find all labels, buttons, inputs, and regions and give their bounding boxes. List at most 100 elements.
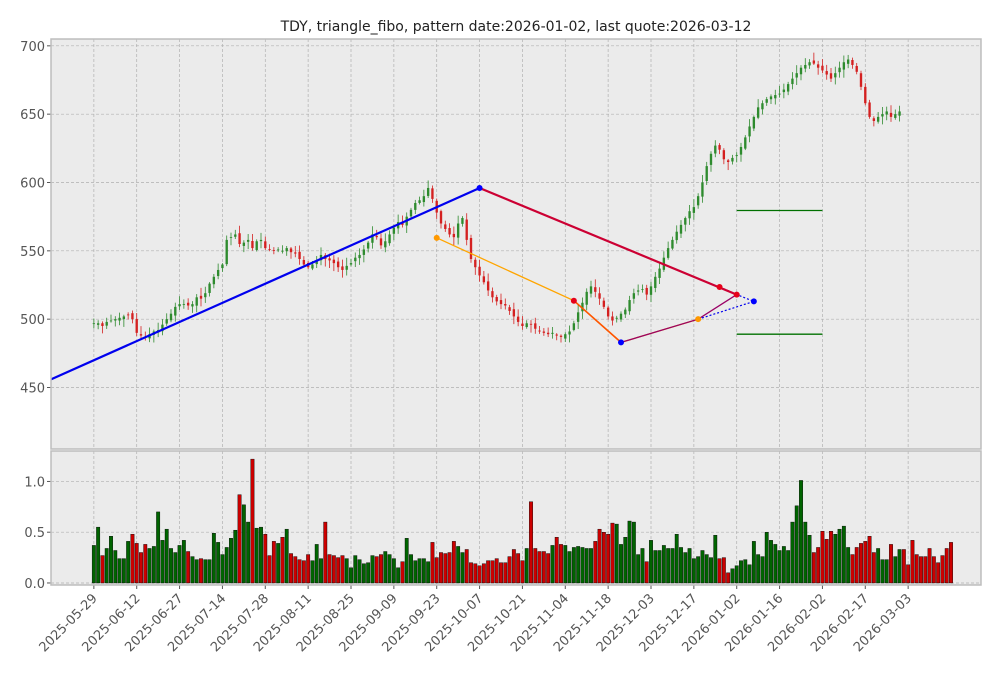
candle-body [379,238,383,246]
volume-bar [936,562,941,584]
price-tick-label: 550 [20,245,45,260]
volume-bar [370,555,375,584]
volume-bar [353,555,358,584]
volume-bar [790,521,795,584]
volume-bar [683,552,688,584]
volume-bar [546,553,551,584]
candle-body [349,263,353,265]
volume-bar [271,541,276,584]
volume-bar [293,556,298,584]
volume-bar [507,556,512,584]
candle-body [876,116,880,122]
volume-bar [739,560,743,584]
candle-body [255,241,258,250]
candle-body [409,209,413,217]
volume-bar [439,552,443,584]
candle-body [311,264,314,269]
candle-body [838,67,841,73]
volume-bar [314,544,319,584]
candle-body [774,95,777,99]
candle-body [619,313,623,320]
volume-bar [846,547,851,584]
candle-body [555,334,558,336]
candle-body [461,218,464,224]
volume-bar [327,554,332,584]
volume-bar [486,560,491,584]
volume-tick-label: 0.0 [24,577,45,592]
volume-tick-label: 0.5 [24,526,45,541]
volume-bar [580,547,585,584]
volume-bar [717,558,722,584]
volume-bar [679,547,683,584]
volume-bar [811,552,816,584]
candle-body [731,157,734,162]
volume-bar [610,522,615,584]
candle-body [649,286,653,295]
volume-bar [289,553,293,584]
candle-body [114,319,117,321]
candle-body [739,146,743,155]
volume-bar [284,528,289,584]
volume-bar [319,558,323,584]
price-tick-label: 650 [20,108,45,123]
candle-body [696,196,700,206]
candle-body [684,218,687,225]
candle-body [392,227,396,234]
volume-bar [670,548,675,584]
candle-body [714,145,717,154]
volume-bar [944,548,949,584]
candle-body [448,228,451,235]
volume-bar [537,551,542,584]
candle-body [726,160,730,162]
candle-body [178,304,181,307]
volume-bar [589,548,593,584]
candle-body [345,265,348,270]
candle-body [868,102,871,117]
volume-bar [323,521,328,584]
price-tick-label: 450 [20,382,45,397]
volume-bar [593,541,598,584]
candle-body [632,293,636,299]
volume-bar [203,559,208,584]
candle-body [864,86,867,104]
volume-bar [876,548,881,584]
pattern-marker [618,339,624,346]
volume-bar [477,565,482,584]
candle-body [636,290,640,292]
candle-body [709,153,713,165]
pattern-marker [433,234,440,241]
candle-body [512,309,516,317]
candle-body [225,239,228,265]
candle-body [101,323,104,326]
price-tick-label: 600 [20,177,45,192]
volume-bar [871,552,876,584]
candle-body [525,323,528,328]
volume-bar [653,550,658,584]
candle-body [354,257,357,262]
candle-body [872,118,876,121]
volume-bar [666,548,671,584]
candle-body [744,137,747,149]
volume-bar [550,545,555,584]
volume-bar [169,548,173,584]
candle-body [542,331,546,333]
candle-body [426,187,430,196]
volume-bar [520,560,525,584]
candle-body [105,321,108,326]
candle-body [504,304,507,306]
candle-body [332,259,336,264]
volume-series [91,458,953,584]
candle-body [208,283,211,293]
volume-bar [104,548,109,584]
volume-bar [400,561,405,584]
volume-bar [889,544,893,584]
volume-bar [691,558,696,584]
candle-body [748,126,751,137]
candle-body [881,114,884,117]
volume-bar [884,559,889,584]
candle-body [268,249,271,250]
candle-body [289,248,293,253]
volume-tick-label: 1.0 [24,475,45,490]
candle-body [581,302,584,312]
